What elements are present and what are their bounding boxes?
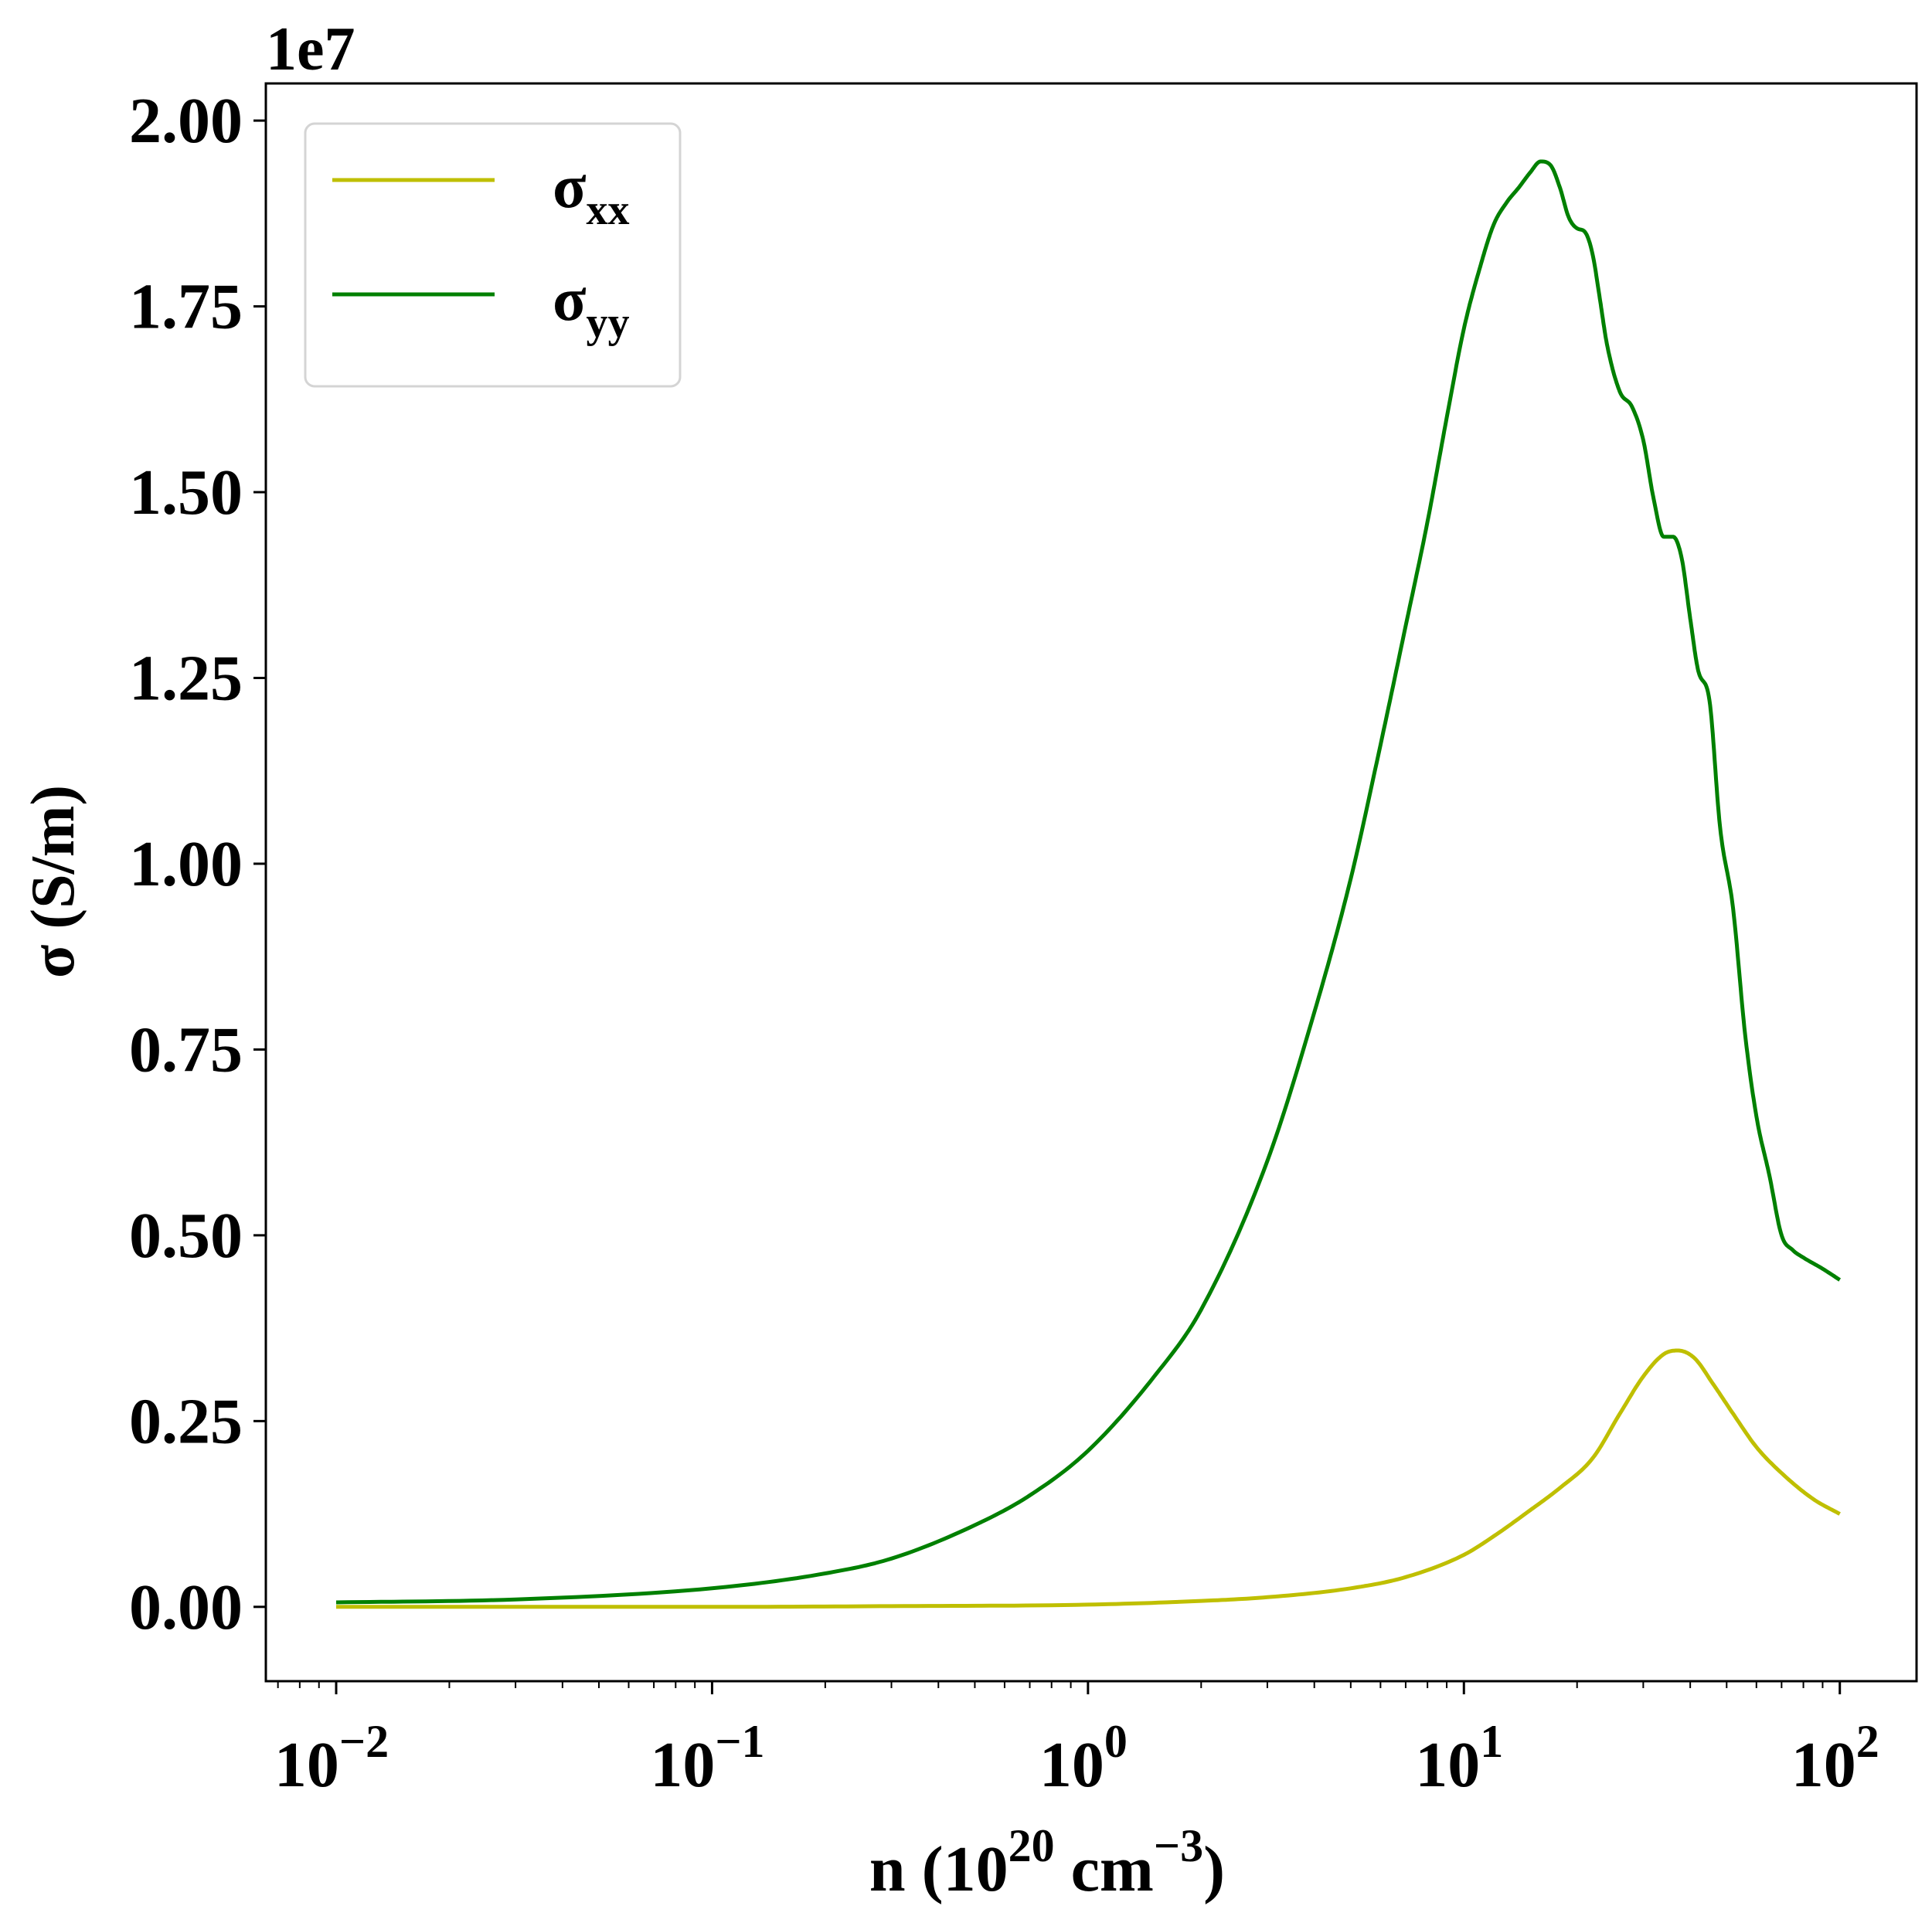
legend-sigma-xx-subscript: xx: [587, 186, 630, 234]
x-tick-label-exponent: 1: [1480, 1716, 1503, 1767]
x-axis-label-unit-exponent: −3: [1154, 1820, 1203, 1871]
legend-sigma-yy-symbol: σ: [553, 266, 587, 334]
x-tick-label-exponent: 0: [1104, 1716, 1128, 1767]
x-tick-label-exponent: −2: [339, 1716, 389, 1767]
y-tick-label: 1.50: [129, 457, 243, 528]
x-tick-label-base: 10: [274, 1729, 339, 1801]
plot-series-group: [335, 159, 1842, 1609]
legend: σxx σyy: [304, 122, 682, 388]
x-tick-label-exponent: −1: [715, 1716, 764, 1767]
y-tick-label: 1.25: [129, 642, 243, 714]
y-axis: 0.00 0.25 0.50 0.75 1.00 1.25 1.50 1.75 2.00: [129, 85, 266, 1643]
y-tick-label: 1.75: [129, 271, 243, 343]
x-axis: 10−2 10−1 100 101 102: [274, 1681, 1879, 1801]
legend-box: [304, 122, 682, 388]
x-axis-label-unit: cm: [1055, 1833, 1154, 1905]
y-tick-label: 2.00: [129, 85, 243, 157]
legend-label-sigma-yy: σyy: [553, 266, 630, 347]
x-axis-label-text: n (10: [869, 1833, 1009, 1905]
x-axis-label-sup-exponent: 20: [1009, 1820, 1055, 1871]
legend-sigma-xx-symbol: σ: [553, 153, 587, 221]
x-axis-label-close: ): [1203, 1833, 1225, 1905]
x-tick-label-base: 10: [1415, 1729, 1480, 1801]
x-axis-label: n (1020 cm−3): [869, 1820, 1225, 1905]
x-tick-label: 102: [1791, 1716, 1879, 1801]
x-tick-label-base: 10: [650, 1729, 715, 1801]
x-tick-label: 10−2: [274, 1716, 389, 1801]
x-tick-label: 101: [1415, 1716, 1503, 1801]
plot-area-frame: [264, 82, 1918, 1683]
y-tick-label: 0.50: [129, 1200, 243, 1272]
series-line-sigma-xx: [336, 1348, 1841, 1609]
x-tick-label-exponent: 2: [1856, 1716, 1879, 1767]
y-tick-label: 0.25: [129, 1385, 243, 1457]
y-axis-label: σ (S/m): [19, 785, 87, 978]
x-tick-label: 10−1: [650, 1716, 764, 1801]
x-tick-label: 100: [1039, 1716, 1128, 1801]
x-tick-label-base: 10: [1039, 1729, 1104, 1801]
y-axis-scale-label: 1e7: [266, 15, 355, 83]
y-tick-label: 1.00: [129, 828, 243, 900]
legend-sigma-yy-subscript: yy: [587, 299, 630, 347]
x-tick-label-base: 10: [1791, 1729, 1856, 1801]
y-tick-label: 0.00: [129, 1571, 243, 1643]
y-tick-label: 0.75: [129, 1014, 243, 1086]
series-line-sigma-yy: [335, 159, 1842, 1605]
legend-label-sigma-xx: σxx: [553, 153, 630, 234]
